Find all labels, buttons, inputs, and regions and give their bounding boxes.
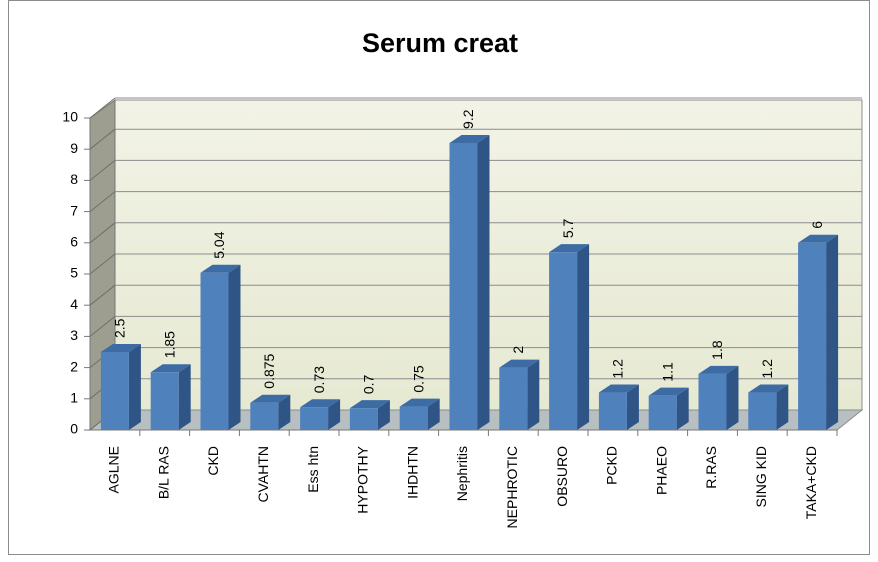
bar-top	[648, 387, 689, 396]
value-label: 9.2	[460, 109, 476, 129]
value-label: 0.73	[311, 366, 327, 393]
grid-line-side	[89, 284, 116, 306]
bar-side	[826, 234, 839, 430]
x-tick-label: PHAEO	[653, 446, 669, 495]
bar-top	[798, 234, 839, 243]
x-tick-label: SING KID	[753, 446, 769, 507]
value-label: 5.7	[560, 218, 576, 238]
y-tick-label: 10	[62, 109, 78, 125]
y-tick-label: 7	[70, 202, 78, 218]
bar-top	[499, 359, 540, 368]
value-label: 1.2	[610, 359, 626, 379]
y-tick-label: 3	[70, 327, 78, 343]
x-tick-label: Nephritis	[454, 446, 470, 501]
bar	[648, 395, 677, 430]
value-label: 2.5	[112, 318, 128, 338]
y-tick-label: 4	[70, 296, 78, 312]
value-label: 5.04	[211, 231, 227, 258]
value-label: 0.875	[261, 353, 277, 388]
grid-line-side	[89, 191, 116, 212]
x-tick-label: PCKD	[604, 446, 620, 485]
x-tick-label: B/L RAS	[155, 446, 171, 499]
x-tick-label: CVAHTN	[255, 446, 271, 503]
value-label: 6	[809, 221, 825, 229]
bar	[449, 142, 478, 430]
bar-top	[200, 264, 241, 273]
bar	[698, 373, 727, 430]
bar-side	[228, 264, 241, 430]
bar-top	[449, 134, 490, 143]
bar-side	[128, 344, 141, 430]
y-tick-label: 2	[70, 358, 78, 374]
grid-line-side	[89, 222, 116, 244]
bar-top	[598, 384, 639, 393]
x-tick-label: AGLNE	[106, 446, 122, 493]
bar-side	[676, 387, 689, 430]
bar	[250, 402, 279, 430]
y-tick-label: 5	[70, 265, 78, 281]
bar-side	[527, 359, 540, 430]
value-label: 1.8	[709, 340, 725, 360]
bar-side	[278, 394, 291, 430]
bar-top	[100, 344, 141, 352]
bar	[349, 408, 378, 430]
bar-side	[776, 384, 789, 430]
bar-top	[748, 384, 789, 393]
bar-top	[349, 400, 390, 409]
x-tick-label: CKD	[205, 446, 221, 476]
bar-side	[726, 365, 739, 430]
bar-side	[626, 384, 639, 430]
bar	[399, 406, 428, 430]
y-tick-label: 8	[70, 171, 78, 187]
bar	[549, 252, 578, 430]
bar-top	[150, 364, 191, 373]
x-tick-label: Ess htn	[305, 446, 321, 493]
bar	[100, 352, 129, 430]
grid-line-side	[89, 128, 116, 150]
bar-side	[178, 364, 191, 430]
grid-line-side	[89, 316, 116, 337]
value-label: 0.75	[410, 365, 426, 392]
bar	[798, 242, 827, 430]
bar-side	[427, 398, 440, 430]
value-label: 0.7	[361, 374, 377, 394]
bar	[499, 367, 528, 430]
bar-top	[399, 398, 440, 407]
y-tick-label: 6	[70, 234, 78, 250]
x-tick-label: HYPOTHY	[355, 445, 371, 513]
bar	[300, 407, 329, 430]
x-tick-label: NEPHROTIC	[504, 446, 520, 528]
value-label: 1.2	[759, 359, 775, 379]
bar	[150, 372, 179, 430]
grid-line-side	[89, 253, 116, 275]
value-label: 1.85	[161, 331, 177, 358]
value-label: 1.1	[659, 362, 675, 382]
bar-top	[300, 399, 341, 408]
bar	[200, 272, 229, 430]
value-label: 2	[510, 346, 526, 354]
grid-line-side	[89, 160, 116, 181]
y-tick-label: 0	[70, 421, 78, 437]
x-tick-label: OBSURO	[554, 446, 570, 507]
x-tick-label: IHDHTN	[404, 446, 420, 499]
bar-side	[377, 400, 390, 430]
bar-top	[698, 365, 739, 374]
y-tick-label: 1	[70, 390, 78, 406]
grid-line-side	[89, 97, 116, 119]
x-tick-label: TAKA+CKD	[803, 446, 819, 519]
chart-title: Serum creat	[362, 28, 518, 58]
bar	[748, 392, 777, 430]
bar-side	[477, 134, 490, 430]
bar	[598, 392, 627, 430]
bar-side	[328, 399, 341, 430]
bar-top	[549, 244, 590, 253]
x-tick-label: R.RAS	[703, 446, 719, 489]
bar-top	[250, 394, 291, 403]
y-tick-label: 9	[70, 140, 78, 156]
bar-side	[577, 244, 590, 430]
